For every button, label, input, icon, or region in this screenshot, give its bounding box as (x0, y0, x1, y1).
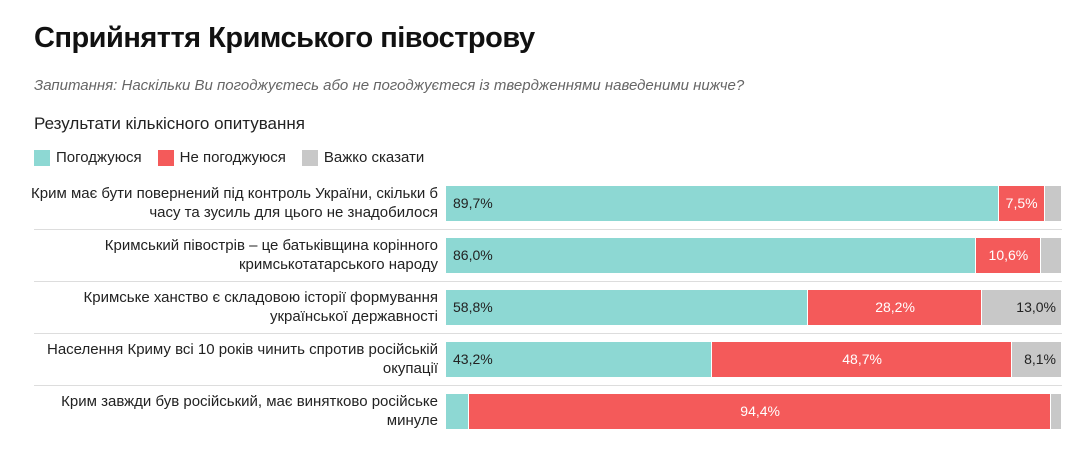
bar-segment (975, 238, 1041, 273)
value-label: 10,6% (988, 247, 1029, 263)
legend: Погоджуюся Не погоджуюся Важко сказати (34, 149, 424, 166)
bar-segment (981, 290, 1061, 325)
bar-segment (446, 394, 469, 429)
legend-swatch (157, 149, 174, 166)
legend-item: Важко сказати (301, 149, 425, 166)
value-label: 48,7% (842, 351, 882, 367)
value-label: 94,4% (740, 403, 780, 419)
bar-segment (446, 290, 808, 325)
category-label: Населення Криму всі 10 років чинить спро… (46, 341, 438, 377)
category-label: Кримське ханство є складовою історії фор… (83, 289, 439, 325)
row-separator (34, 229, 1062, 230)
bar-segment (1012, 342, 1061, 377)
category-label: Кримський півострів – це батьківщина кор… (104, 237, 438, 273)
bar-segment (469, 394, 1050, 429)
legend-swatch (301, 149, 318, 166)
value-label: 13,0% (1016, 299, 1056, 315)
value-label: 58,8% (453, 299, 493, 315)
bar-segment (808, 290, 981, 325)
value-label: 28,2% (875, 299, 915, 315)
bar-segment (1044, 186, 1061, 221)
row-separator (34, 333, 1062, 334)
value-label: 86,0% (453, 247, 493, 263)
legend-item: Погоджуюся (34, 149, 142, 166)
chart-subtitle: Запитання: Наскільки Ви погоджуєтесь або… (34, 77, 745, 94)
bar-segment (998, 186, 1044, 221)
chart-description: Результати кількісного опитування (34, 114, 305, 133)
category-label: Крим завжди був російський, має винятков… (61, 393, 438, 429)
legend-label: Погоджуюся (56, 149, 142, 166)
bar-segment (712, 342, 1012, 377)
legend-label: Важко сказати (323, 149, 425, 166)
category-label: Крим має бути повернений під контроль Ук… (31, 185, 438, 221)
legend-item: Не погоджуюся (157, 149, 286, 166)
bar-segment (446, 238, 975, 273)
bar-segment (1050, 394, 1061, 429)
chart-title: Сприйняття Кримського півострову (34, 22, 535, 54)
value-label: 89,7% (453, 195, 493, 211)
value-label: 7,5% (1005, 195, 1038, 211)
bar-segment (1041, 238, 1061, 273)
legend-label: Не погоджуюся (179, 149, 286, 166)
row-separator (34, 281, 1062, 282)
row-separator (34, 385, 1062, 386)
value-label: 43,2% (453, 351, 493, 367)
bar-segment (446, 186, 998, 221)
value-label: 8,1% (1024, 351, 1056, 367)
bar-segment (446, 342, 712, 377)
legend-swatch (34, 149, 50, 166)
